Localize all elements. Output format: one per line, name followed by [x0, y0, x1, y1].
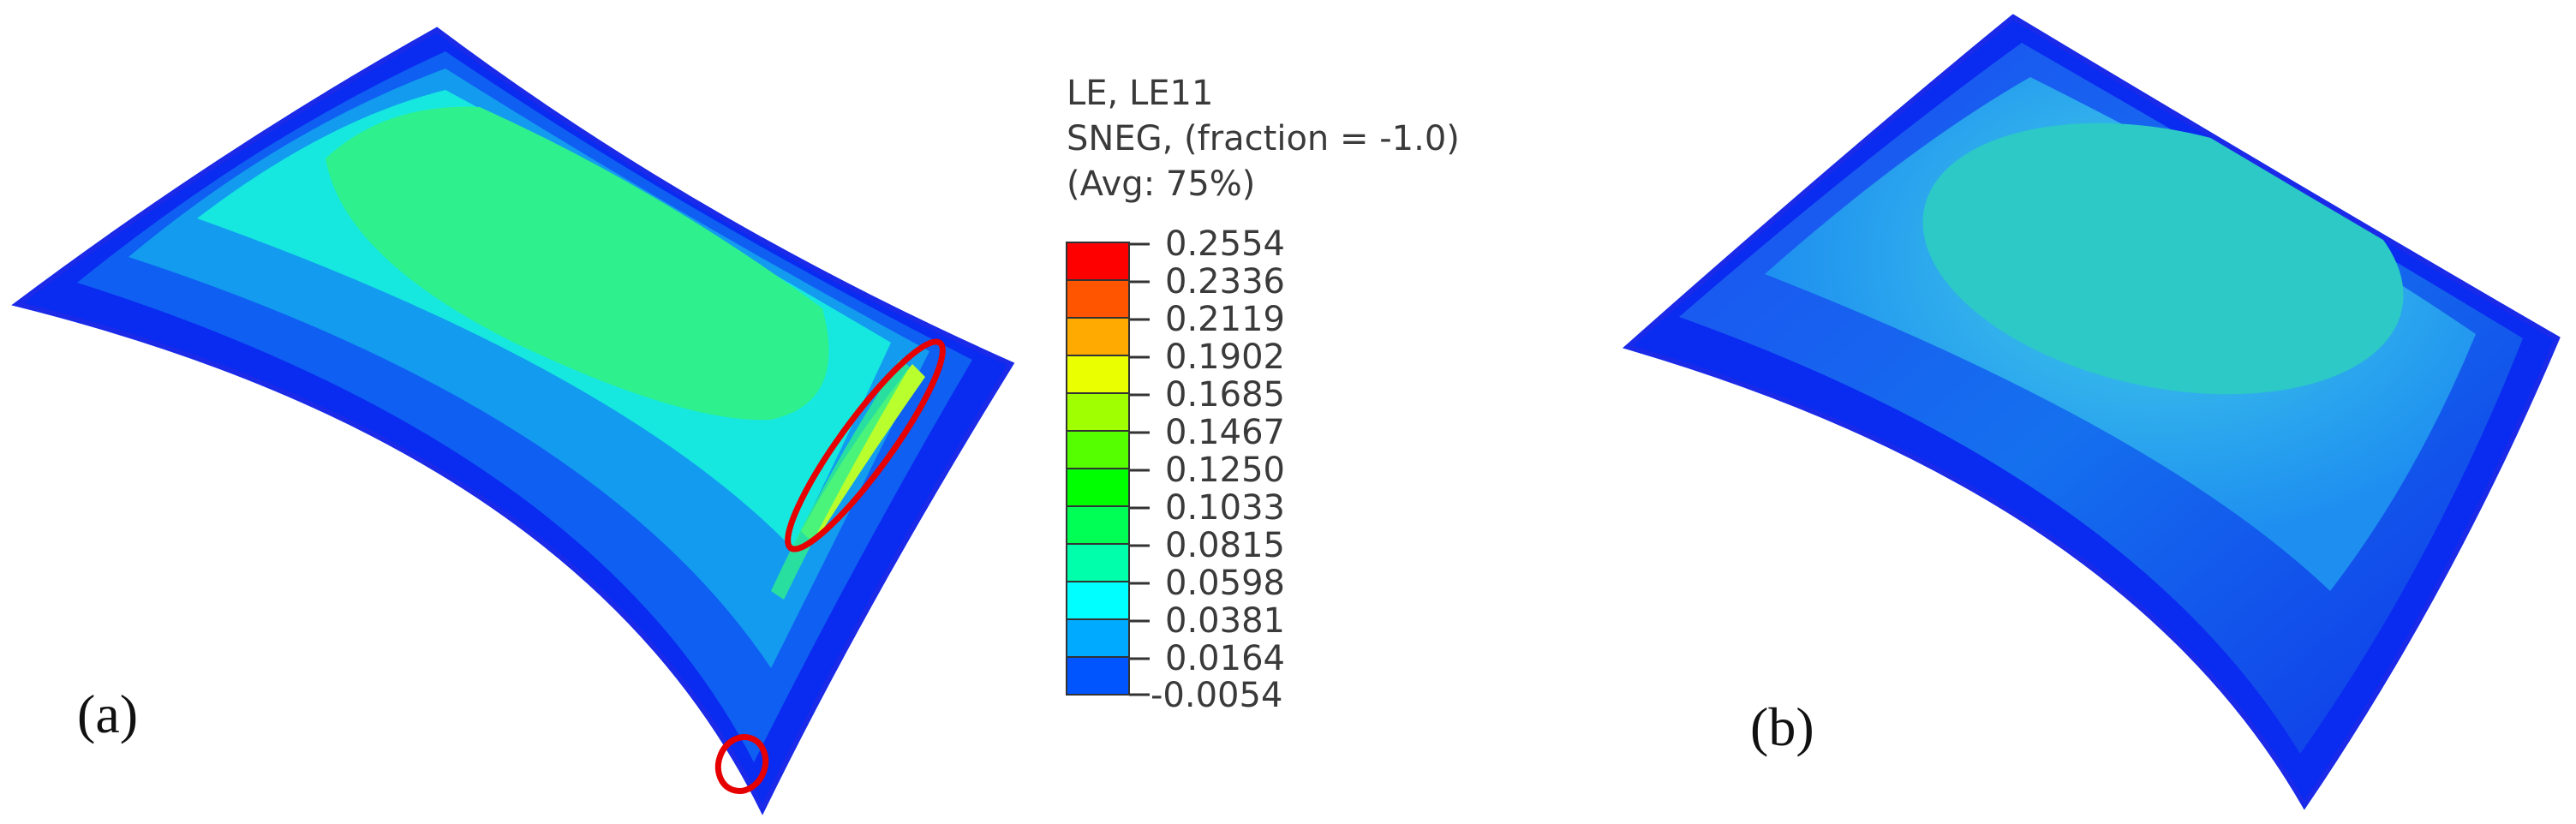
legend-header-line-1: LE, LE11	[1067, 74, 1213, 113]
panel-b-contour-plot: (b)	[1622, 14, 2561, 810]
legend-swatch	[1066, 242, 1130, 281]
legend-value: 0.2119	[1165, 300, 1285, 339]
legend-value: 0.0598	[1165, 564, 1285, 603]
legend-value: 0.1250	[1165, 451, 1285, 490]
legend-swatch	[1066, 468, 1130, 507]
legend-value: 0.1902	[1165, 337, 1285, 377]
legend-value: -0.0054	[1151, 676, 1282, 715]
legend-swatch	[1066, 355, 1130, 394]
panel-a-shell-outline	[11, 27, 1015, 815]
legend-swatch	[1066, 618, 1130, 658]
legend-value: 0.1033	[1165, 488, 1285, 528]
legend-swatch	[1066, 656, 1130, 696]
legend-header-line-3: (Avg: 75%)	[1067, 164, 1255, 204]
legend-swatch	[1066, 581, 1130, 620]
legend-value: 0.1685	[1165, 375, 1285, 415]
legend-value: 0.2554	[1165, 224, 1285, 264]
panel-a-contour-plot: (a)	[11, 27, 1015, 815]
panel-a-highlight-circle	[714, 734, 769, 794]
legend-value: 0.0815	[1165, 526, 1285, 565]
legend-swatch	[1066, 505, 1130, 545]
legend-value: 0.0164	[1165, 639, 1285, 678]
legend-ticks	[1129, 242, 1150, 696]
panel-a-inner-stripe	[771, 360, 910, 600]
panel-b-center-region	[1922, 122, 2404, 395]
legend-value: 0.2336	[1165, 262, 1285, 302]
legend-swatch	[1066, 543, 1130, 582]
legend-swatch	[1066, 279, 1130, 319]
legend-swatch	[1066, 430, 1130, 469]
legend-swatch	[1066, 317, 1130, 356]
panel-b-label: (b)	[1750, 696, 1814, 757]
contour-legend: LE, LE11 SNEG, (fraction = -1.0) (Avg: 7…	[1066, 74, 1460, 715]
legend-swatch	[1066, 392, 1130, 432]
legend-color-scale	[1066, 242, 1130, 696]
panel-a-label: (a)	[77, 684, 138, 744]
legend-value: 0.1467	[1165, 413, 1285, 452]
panel-a-highlight-ellipse	[785, 338, 946, 552]
legend-header-line-2: SNEG, (fraction = -1.0)	[1067, 119, 1460, 158]
panel-b-shell-outline	[1622, 14, 2561, 810]
panel-a-band-0815	[326, 106, 829, 421]
legend-value: 0.0381	[1165, 601, 1285, 641]
